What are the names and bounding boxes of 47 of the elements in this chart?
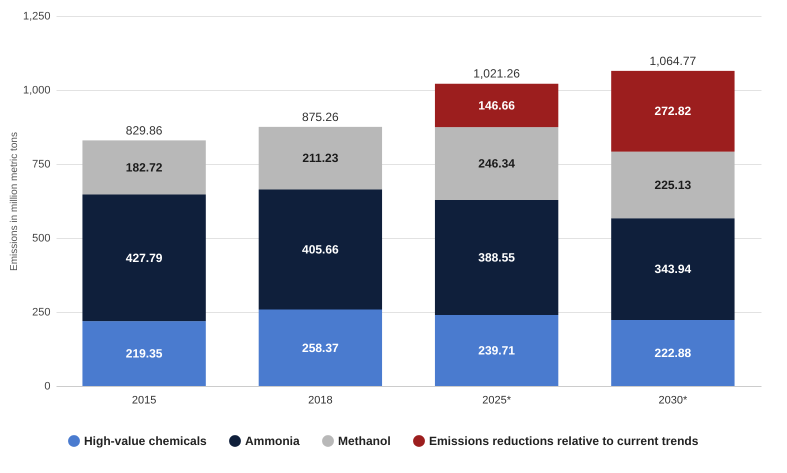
y-tick-label: 1,250	[22, 10, 50, 22]
data-label: 246.34	[478, 156, 516, 171]
bar	[611, 218, 735, 320]
data-label: 219.35	[126, 346, 163, 361]
data-label: 427.79	[126, 250, 163, 265]
legend-label: High-value chemicals	[84, 434, 208, 448]
x-tick-label: 2030*	[658, 394, 688, 406]
bar	[434, 84, 558, 128]
bar	[82, 321, 206, 386]
data-label: 225.13	[654, 178, 692, 192]
data-label: 405.66	[302, 242, 340, 256]
data-label: 182.72	[126, 160, 163, 174]
y-tick-label: 250	[32, 306, 50, 318]
legend-label: Ammonia	[245, 434, 300, 448]
bar	[611, 70, 735, 152]
legend-label: Emissions reductions relative to current trends	[429, 434, 699, 448]
bar	[258, 126, 382, 190]
data-label: 211.23	[302, 151, 339, 166]
data-label: 258.37	[302, 340, 340, 355]
bar	[258, 189, 382, 310]
bar	[82, 140, 206, 194]
y-tick-label: 0	[44, 380, 50, 392]
bar	[82, 194, 206, 322]
total-label: 875.26	[302, 110, 340, 124]
data-label: 222.88	[654, 346, 692, 360]
data-label: 272.82	[654, 104, 692, 118]
total-label: 829.86	[126, 123, 163, 138]
bar	[611, 320, 735, 386]
bar	[434, 200, 558, 316]
data-label: 239.71	[478, 344, 516, 358]
x-tick-label: 2018	[308, 394, 333, 406]
bar	[434, 315, 558, 386]
data-label: 146.66	[478, 98, 516, 112]
y-tick-label: 500	[32, 232, 50, 244]
total-label: 1,064.77	[650, 54, 697, 68]
data-label: 343.94	[654, 262, 692, 276]
legend-label: Methanol	[338, 434, 391, 448]
bar	[434, 127, 558, 200]
y-axis-title: Emissions in million metric tons	[8, 132, 20, 271]
total-label: 1,021.26	[473, 66, 520, 81]
data-label: 388.55	[478, 250, 516, 265]
x-tick-label: 2025*	[482, 394, 512, 406]
y-tick-label: 1,000	[22, 84, 50, 96]
x-tick-label: 2015	[132, 394, 156, 406]
y-tick-label: 750	[32, 158, 50, 170]
bar	[611, 152, 735, 218]
bar	[258, 310, 382, 386]
